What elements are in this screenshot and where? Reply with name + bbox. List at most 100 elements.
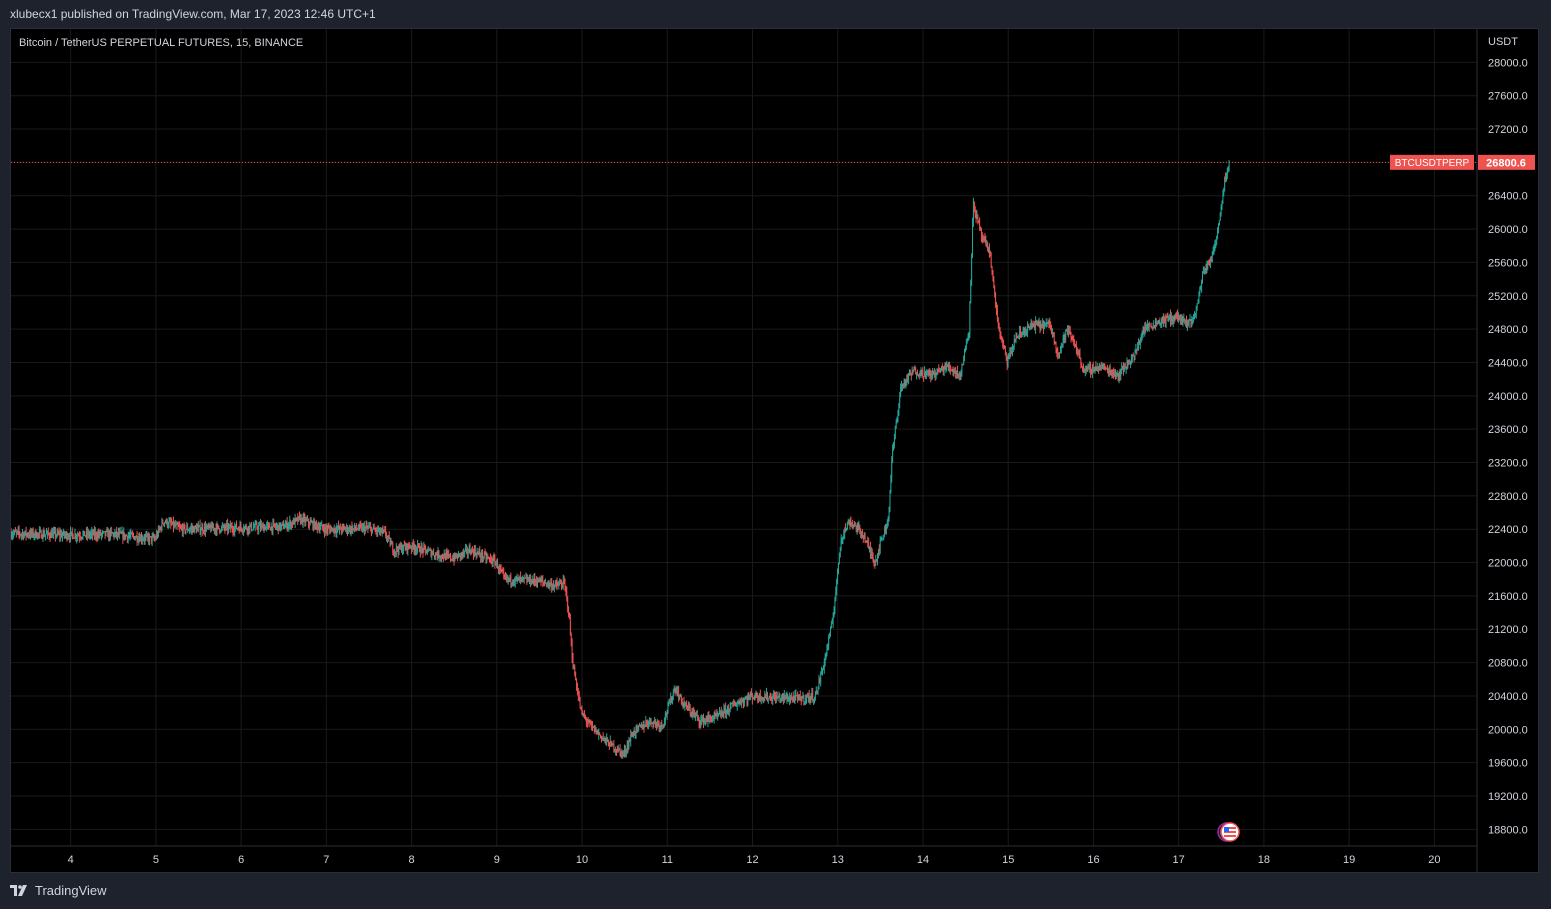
candle-body — [1163, 317, 1164, 322]
candle-body — [546, 584, 548, 586]
candle-body — [239, 525, 241, 532]
candle-body — [783, 695, 784, 700]
candle-body — [757, 696, 759, 699]
candle-body — [1055, 343, 1057, 349]
candle-body — [458, 553, 459, 559]
us-flag-event-icon[interactable] — [1217, 822, 1240, 842]
candle-body — [1072, 338, 1074, 340]
candle-body — [787, 696, 789, 701]
candle-body — [129, 535, 131, 537]
candle-body — [662, 725, 664, 727]
candle-body — [114, 533, 116, 537]
candle-body — [793, 698, 795, 701]
candle-body — [858, 526, 860, 529]
candle-body — [1045, 323, 1047, 325]
candle-body — [1010, 352, 1012, 354]
candle-body — [1044, 324, 1046, 326]
candle-body — [719, 711, 721, 713]
candle-body — [217, 525, 219, 527]
candle-body — [1078, 353, 1080, 355]
candle-body — [1089, 366, 1091, 368]
candle-body — [906, 376, 908, 381]
candle-body — [54, 531, 55, 533]
candle-body — [237, 528, 239, 530]
candle-body — [62, 531, 64, 535]
candle-body — [583, 714, 585, 716]
candle-body — [531, 579, 533, 584]
candle-body — [266, 524, 268, 527]
candle-body — [21, 534, 23, 536]
candle-body — [335, 531, 337, 533]
candle-body — [1181, 319, 1183, 322]
candle-body — [1052, 332, 1054, 335]
candle-body — [910, 374, 912, 376]
time-tick-label: 19 — [1343, 854, 1355, 866]
candle-body — [443, 553, 445, 559]
candle-body — [820, 673, 822, 682]
candle-body — [330, 528, 332, 532]
candle-body — [815, 690, 817, 695]
candle-body — [392, 543, 394, 552]
candle-body — [966, 339, 968, 344]
candle-body — [1195, 306, 1197, 314]
candle-body — [116, 531, 118, 536]
candle-body — [746, 698, 748, 702]
candle-body — [327, 527, 329, 531]
chart-panel[interactable]: Bitcoin / TetherUS PERPETUAL FUTURES, 15… — [10, 28, 1539, 873]
candle-body — [411, 542, 413, 549]
candle-body — [106, 530, 108, 532]
candle-body — [579, 699, 581, 708]
candle-body — [401, 546, 403, 552]
candle-body — [300, 516, 301, 523]
candle-body — [359, 524, 361, 526]
candle-body — [175, 524, 177, 527]
candle-body — [112, 533, 114, 535]
candle-body — [35, 531, 37, 538]
candle-body — [311, 522, 313, 524]
candle-body — [306, 519, 308, 521]
candle-body — [200, 530, 202, 533]
candle-body — [963, 360, 965, 365]
candle-body — [236, 528, 238, 530]
candle-body — [261, 525, 263, 527]
candle-body — [514, 581, 515, 583]
candle-body — [987, 243, 989, 250]
candle-body — [745, 698, 747, 700]
candle-body — [1079, 353, 1081, 359]
candle-body — [1161, 318, 1163, 323]
candle-body — [890, 477, 892, 492]
candle-body — [536, 581, 538, 584]
candle-body — [81, 537, 83, 539]
candle-body — [705, 719, 707, 721]
candle-body — [884, 527, 886, 537]
price-chart[interactable]: Bitcoin / TetherUS PERPETUAL FUTURES, 15… — [11, 29, 1538, 872]
candle-body — [274, 523, 276, 526]
time-tick-label: 15 — [1002, 854, 1014, 866]
candle-body — [1098, 366, 1100, 369]
candle-body — [1042, 322, 1044, 326]
candle-body — [465, 548, 466, 551]
candle-body — [668, 702, 670, 705]
candle-body — [830, 623, 832, 629]
candle-body — [832, 617, 834, 623]
candle-body — [247, 526, 249, 532]
candle-body — [737, 702, 739, 704]
tradingview-brand[interactable]: TradingView — [10, 883, 107, 898]
candle-body — [316, 521, 317, 525]
candle-body — [17, 530, 19, 532]
candle-body — [1025, 331, 1027, 334]
candle-body — [728, 710, 730, 712]
candle-body — [760, 698, 762, 700]
candle-body — [1009, 352, 1011, 358]
candle-body — [325, 527, 327, 529]
candle-body — [432, 552, 434, 554]
candle-body — [1157, 322, 1159, 324]
candle-body — [340, 529, 342, 531]
candle-body — [90, 533, 92, 535]
candle-body — [43, 532, 45, 537]
candle-body — [1148, 325, 1150, 328]
candle-body — [854, 524, 855, 526]
candle-body — [338, 526, 340, 529]
candle-body — [613, 743, 615, 751]
candle-body — [344, 527, 346, 530]
